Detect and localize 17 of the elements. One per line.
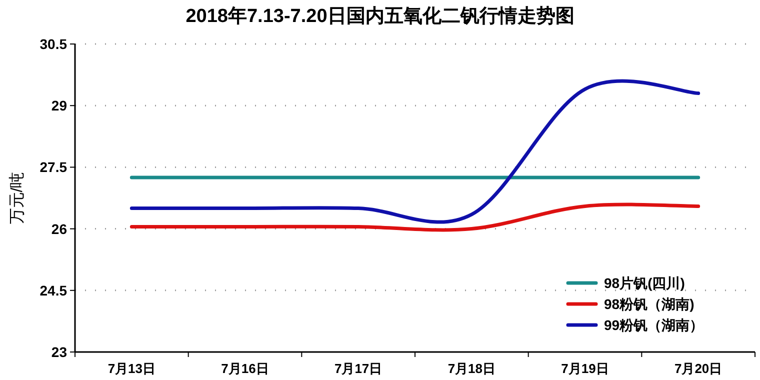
y-axis-title: 万元/吨 [8,172,26,224]
y-tick-label: 30.5 [40,36,68,52]
y-tick-label: 26 [51,220,68,237]
x-tick-label: 7月16日 [221,361,269,376]
y-tick-label: 27.5 [40,159,68,176]
x-tick-label: 7月17日 [334,361,382,376]
x-tick-label: 7月13日 [108,361,156,376]
legend-label: 99粉钒（湖南） [604,317,704,333]
y-tick-label: 24.5 [40,282,68,298]
chart-title: 2018年7.13-7.20日国内五氧化二钒行情走势图 [186,5,574,27]
legend-label: 98片钒(四川) [604,275,685,291]
x-tick-label: 7月20日 [674,361,722,376]
y-tick-label: 23 [51,344,68,360]
y-tick-label: 29 [51,98,68,114]
legend-label: 98粉钒（湖南) [604,296,694,312]
x-tick-label: 7月19日 [561,361,609,376]
x-tick-label: 7月18日 [448,361,496,376]
